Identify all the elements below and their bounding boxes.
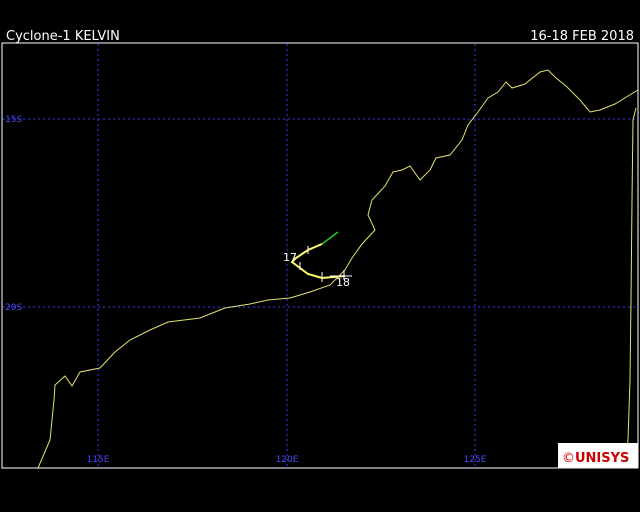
- coastline: [37, 69, 639, 469]
- logo-copyright: ©: [562, 451, 575, 466]
- track-label: 18: [336, 276, 350, 289]
- grid: [3, 44, 637, 467]
- lon-label: 125E: [464, 455, 487, 465]
- cyclone-track: [290, 231, 352, 282]
- lat-label: 15S: [5, 115, 22, 125]
- logo-name: UNISYS: [575, 451, 629, 466]
- logo-box: [558, 443, 638, 468]
- lat-label: 20S: [5, 303, 22, 313]
- lon-label: 120E: [276, 455, 299, 465]
- coastline: [624, 107, 637, 469]
- map-frame: [1, 42, 639, 469]
- dates: 16-18 FEB 2018: [530, 29, 634, 44]
- track-label: 17: [283, 251, 297, 264]
- lon-label: 115E: [87, 455, 110, 465]
- forecast-track: [321, 231, 339, 245]
- observed-track: [290, 243, 346, 280]
- title: Cyclone-1 KELVIN: [6, 29, 120, 44]
